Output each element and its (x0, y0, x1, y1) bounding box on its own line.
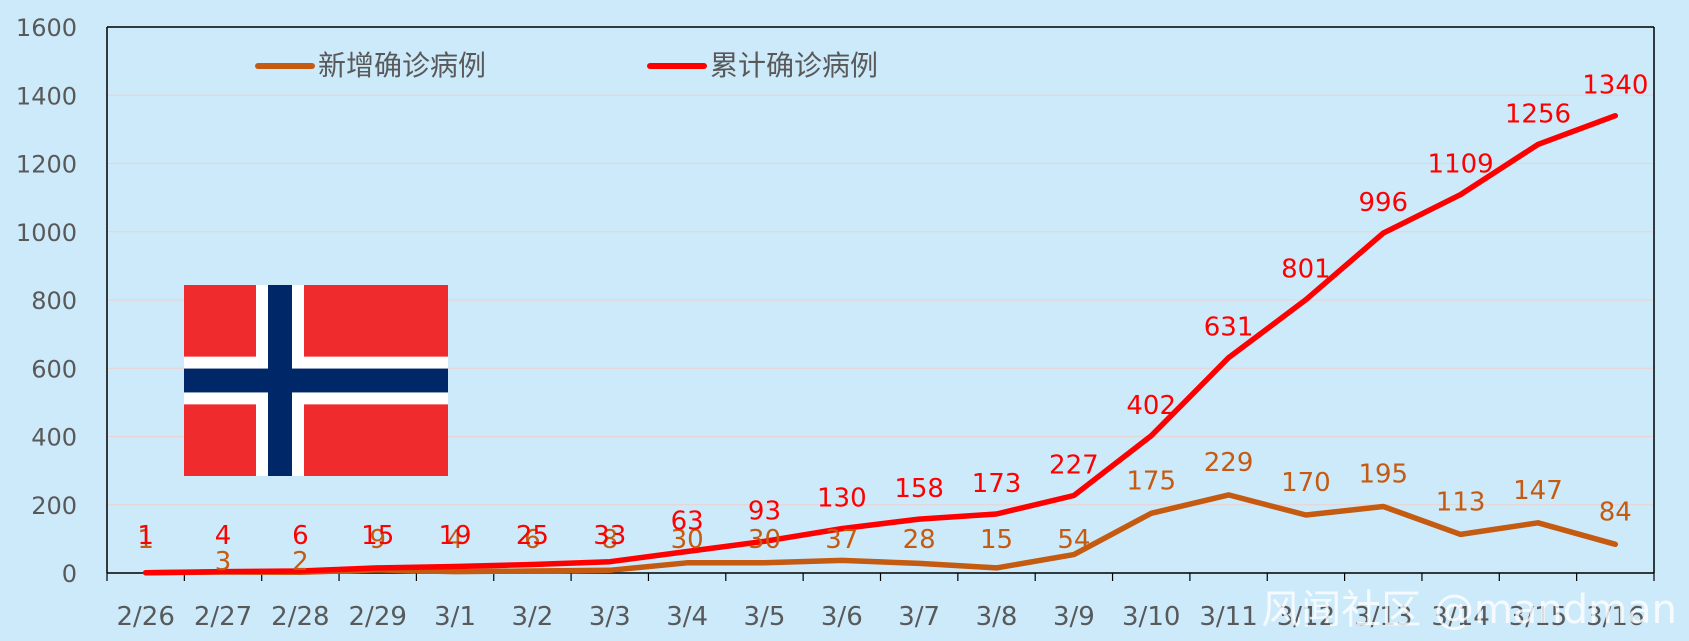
data-label: 1340 (1582, 71, 1648, 101)
data-label: 37 (825, 525, 858, 555)
x-tick-label: 3/11 (1199, 602, 1257, 632)
x-tick-label: 3/12 (1277, 602, 1335, 632)
x-tick-label: 2/27 (194, 602, 252, 632)
data-label: 9 (369, 525, 386, 555)
data-label: 631 (1204, 313, 1254, 343)
data-label: 996 (1358, 188, 1408, 218)
y-tick-label: 1400 (16, 82, 77, 110)
series-line-2 (142, 112, 1619, 576)
data-label: 801 (1281, 255, 1331, 285)
data-label: 1 (137, 525, 154, 555)
data-label: 19 (439, 521, 472, 551)
data-label: 4 (447, 525, 464, 555)
data-label: 2 (292, 547, 309, 577)
x-tick-label: 3/16 (1586, 602, 1644, 632)
data-label: 4 (215, 521, 232, 551)
norway-flag-image (184, 285, 448, 476)
data-label: 15 (361, 521, 394, 551)
x-tick-label: 3/3 (589, 602, 631, 632)
x-tick-label: 3/1 (434, 602, 476, 632)
y-tick-label: 400 (31, 424, 77, 452)
data-label: 1109 (1428, 150, 1494, 180)
data-label: 147 (1513, 476, 1563, 506)
series-lines (142, 112, 1619, 576)
y-tick-label: 0 (62, 560, 77, 588)
x-tick-labels: 2/26 2/27 2/28 2/29 3/1 3/2 3/3 3/4 3/5 3/6 3/7 3/8… (116, 602, 1644, 632)
watermark: 风闻社区 @mandman (1261, 587, 1677, 633)
data-label: 8 (602, 525, 619, 555)
data-label: 402 (1126, 391, 1176, 421)
x-tick-label: 2/29 (349, 602, 407, 632)
y-tick-label: 1600 (16, 14, 77, 42)
data-label: 1256 (1505, 99, 1571, 129)
data-label: 33 (593, 521, 626, 551)
x-tick-label: 3/4 (666, 602, 708, 632)
data-label: 130 (817, 484, 867, 514)
data-label: 54 (1057, 525, 1090, 555)
data-label: 175 (1126, 466, 1176, 496)
y-tick-label: 800 (31, 287, 77, 315)
data-label: 195 (1358, 459, 1408, 489)
x-tick-label: 3/10 (1122, 602, 1180, 632)
x-tick-label: 3/5 (744, 602, 786, 632)
data-label: 63 (671, 507, 704, 537)
x-tick-label: 3/14 (1431, 602, 1489, 632)
data-label: 170 (1281, 468, 1331, 498)
x-tick-label: 3/15 (1509, 602, 1567, 632)
x-tick-label: 3/6 (821, 602, 863, 632)
x-tick-label: 2/28 (271, 602, 329, 632)
data-label: 93 (748, 496, 781, 526)
y-tick-label: 600 (31, 355, 77, 383)
y-tick-label: 1000 (16, 219, 77, 247)
x-tick-label: 3/9 (1053, 602, 1095, 632)
data-label: 15 (980, 525, 1013, 555)
x-tick-label: 3/2 (512, 602, 554, 632)
data-label: 229 (1204, 448, 1254, 478)
data-label: 1 (137, 521, 154, 551)
data-label: 3 (215, 547, 232, 577)
data-label: 227 (1049, 451, 1099, 481)
legend-label: 新增确诊病例 (318, 49, 486, 82)
x-tick-label: 3/8 (976, 602, 1018, 632)
data-label: 113 (1436, 487, 1486, 517)
data-labels: 1 3 2 9 4 6 8 30 30 37 28 15 54 175 229 170 195 113 147 84 1… (137, 71, 1648, 577)
data-label: 173 (972, 469, 1022, 499)
data-label: 30 (671, 525, 704, 555)
y-tick-label: 200 (31, 492, 77, 520)
y-tick-label: 1200 (16, 151, 77, 179)
data-label: 6 (292, 521, 309, 551)
data-label: 25 (516, 521, 549, 551)
data-label: 84 (1599, 497, 1632, 527)
x-tick-label: 3/7 (898, 602, 940, 632)
x-tick-label: 2/26 (116, 602, 174, 632)
legend-label: 累计确诊病例 (710, 49, 878, 82)
data-label: 6 (524, 525, 541, 555)
y-tick-labels: 0 200 400 600 800 1000 1200 1400 1600 (16, 14, 77, 588)
legend: 新增确诊病例 累计确诊病例 (255, 49, 878, 82)
data-label: 28 (903, 525, 936, 555)
data-label: 30 (748, 525, 781, 555)
x-tick-label: 3/13 (1354, 602, 1412, 632)
data-label: 158 (894, 474, 944, 504)
